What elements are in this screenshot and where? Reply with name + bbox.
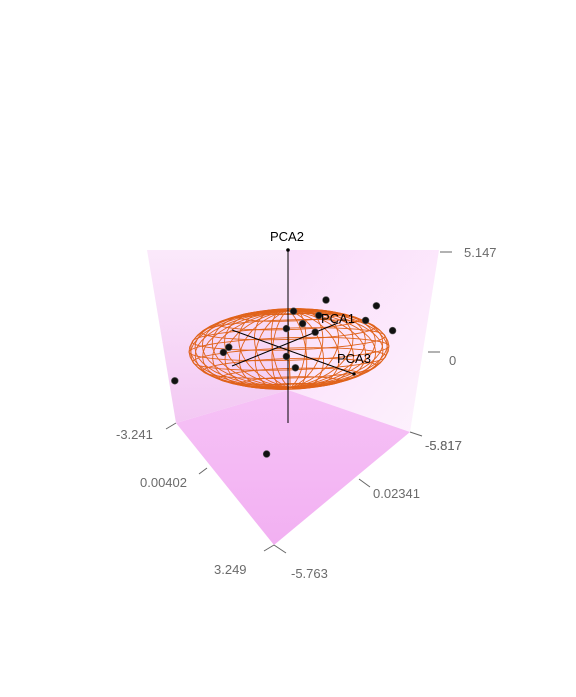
data-point	[291, 364, 300, 372]
ellipsoid-longitude-line	[287, 309, 388, 389]
data-point	[225, 343, 233, 351]
tick-marks	[165, 251, 452, 554]
pca2-axis-title: PCA2	[270, 229, 304, 244]
ellipsoid-longitude-line	[224, 309, 291, 389]
z-tick-left: -3.241	[116, 427, 153, 442]
pca3-axis-line	[231, 329, 355, 375]
ellipsoid-longitude-line	[287, 309, 308, 390]
ellipsoid-longitude-line	[254, 308, 291, 389]
data-point	[372, 302, 381, 310]
right-wall	[288, 250, 439, 432]
data-point	[219, 348, 228, 357]
ellipsoid-longitude-line	[287, 309, 367, 389]
pca3-axis-end	[352, 372, 356, 376]
pca2-axis-end	[286, 248, 290, 252]
ellipsoid-longitude-line	[211, 309, 291, 389]
data-point	[361, 316, 370, 325]
data-point	[262, 450, 271, 458]
y-tick-bottom: -5.817	[425, 438, 462, 453]
data-point	[388, 326, 397, 335]
confidence-ellipsoid	[188, 308, 390, 390]
ellipsoid-longitude-line	[287, 309, 324, 390]
pca1-axis-title: PCA1	[321, 311, 355, 326]
data-points	[171, 296, 397, 458]
x-tick-bottom: -5.763	[291, 566, 328, 581]
ellipsoid-longitude-line	[238, 309, 291, 389]
floor-plane	[176, 390, 410, 545]
z-tick-bottom: 3.249	[214, 562, 247, 577]
z-tick-mid: 0.00402	[140, 475, 187, 490]
data-point	[171, 377, 179, 385]
pca1-axis-line	[231, 322, 339, 367]
data-point	[311, 328, 319, 336]
ellipsoid-longitude-line	[270, 308, 291, 389]
ellipsoid-longitude-line	[287, 309, 354, 389]
ellipsoid-longitude-line	[287, 309, 340, 389]
data-point	[282, 324, 291, 333]
ellipsoid-longitude-line	[287, 309, 384, 389]
data-point	[322, 296, 330, 304]
ellipsoid-longitude-line	[190, 309, 291, 389]
data-point	[289, 307, 298, 315]
ellipsoid-longitude-line	[194, 309, 291, 389]
pca3-axis-title: PCA3	[337, 351, 371, 366]
x-tick-mid: 0.02341	[373, 486, 420, 501]
data-point	[315, 311, 323, 320]
y-tick-top: 5.147	[464, 245, 497, 260]
x-tick-overlap: -5.817	[425, 438, 462, 453]
data-point	[282, 352, 291, 361]
pca-axes	[231, 250, 355, 423]
data-point	[298, 319, 307, 328]
y-tick-mid: 0	[449, 353, 456, 368]
